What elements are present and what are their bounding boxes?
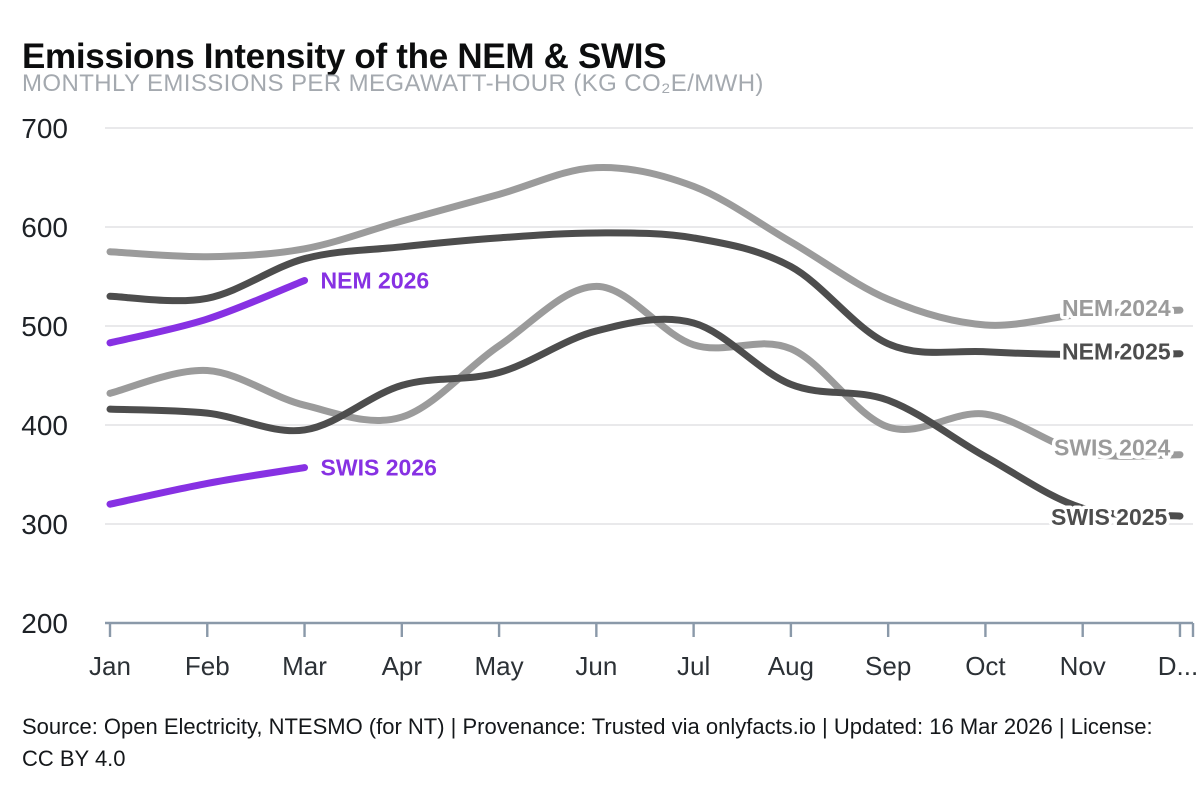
x-axis-label-mar: Mar (282, 651, 327, 681)
y-axis-label-200: 200 (21, 608, 68, 639)
x-axis-label-oct: Oct (965, 651, 1006, 681)
y-axis-label-700: 700 (21, 113, 68, 144)
y-axis-label-600: 600 (21, 212, 68, 243)
source-attribution: Source: Open Electricity, NTESMO (for NT… (22, 714, 1153, 771)
series-line-swis-2026 (106, 464, 309, 508)
x-axis-label-jul: Jul (677, 651, 710, 681)
series-label-nem-2024: NEM 2024 (1062, 295, 1171, 321)
series-label-swis-2026: SWIS 2026 (321, 455, 437, 481)
series-line-nem-2025 (106, 229, 1184, 359)
x-axis-label-dec: D... (1158, 651, 1198, 681)
series-line-swis-2024 (106, 282, 1184, 460)
series-label-nem-2026: NEM 2026 (321, 267, 430, 293)
x-axis-label-jun: Jun (575, 651, 617, 681)
x-axis-label-nov: Nov (1060, 651, 1106, 681)
x-axis-label-jan: Jan (89, 651, 131, 681)
y-axis-label-300: 300 (21, 509, 68, 540)
x-axis-label-apr: Apr (382, 651, 423, 681)
series-line-nem-2024 (106, 163, 1184, 329)
series-label-nem-2025: NEM 2025 (1062, 339, 1171, 365)
page-subtitle: MONTHLY EMISSIONS PER MEGAWATT-HOUR (KG … (22, 70, 764, 97)
page-title: Emissions Intensity of the NEM & SWIS (22, 37, 667, 77)
series-line-nem-2026 (106, 276, 309, 347)
y-axis-label-500: 500 (21, 311, 68, 342)
x-axis-label-sep: Sep (865, 651, 911, 681)
x-axis-label-feb: Feb (185, 651, 230, 681)
x-axis-label-aug: Aug (768, 651, 814, 681)
x-axis-label-may: May (475, 651, 524, 681)
series-label-swis-2024: SWIS 2024 (1054, 435, 1171, 461)
y-axis-label-400: 400 (21, 410, 68, 441)
series-line-swis-2025 (106, 315, 1184, 520)
series-label-swis-2025: SWIS 2025 (1051, 504, 1168, 530)
